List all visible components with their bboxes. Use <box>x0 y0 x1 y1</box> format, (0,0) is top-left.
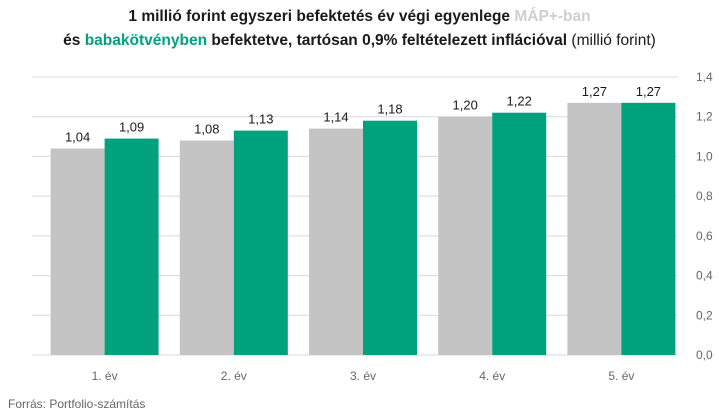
bar-mapp <box>438 116 493 355</box>
x-tick-label: 2. év <box>221 369 247 383</box>
data-label: 1,22 <box>507 94 532 109</box>
bar-baba <box>621 102 676 355</box>
title-mapp-highlight: MÁP+-ban <box>514 8 591 25</box>
title-line-2: és babakötvényben befektetve, tartósan 0… <box>0 29 719 53</box>
bar-baba <box>492 112 547 355</box>
x-tick-label: 5. év <box>608 369 634 383</box>
x-tick-label: 4. év <box>479 369 505 383</box>
data-label: 1,14 <box>323 110 348 125</box>
title-baba-highlight: babakötvényben <box>84 32 208 49</box>
data-label: 1,04 <box>65 129 90 144</box>
bar-baba <box>104 138 159 355</box>
y-tick-label: 1,2 <box>696 110 713 124</box>
title-line2-prefix: és <box>63 32 85 49</box>
data-label: 1,27 <box>582 84 607 99</box>
x-tick-label: 1. év <box>92 369 118 383</box>
y-tick-label: 0,0 <box>696 348 713 362</box>
y-tick-label: 1,4 <box>696 70 713 84</box>
y-tick-label: 0,6 <box>696 229 713 243</box>
data-label: 1,27 <box>636 84 661 99</box>
chart-title: 1 millió forint egyszeri befektetés év v… <box>0 5 719 53</box>
data-label: 1,18 <box>377 102 402 117</box>
bar-baba <box>233 130 288 355</box>
x-tick-label: 3. év <box>350 369 376 383</box>
title-line1-prefix: 1 millió forint egyszeri befektetés év v… <box>128 8 515 25</box>
y-tick-label: 0,2 <box>696 308 713 322</box>
y-tick-label: 0,4 <box>696 269 713 283</box>
source-note: Forrás: Portfolio-számítás <box>8 397 146 411</box>
data-label: 1,08 <box>194 122 219 137</box>
data-label: 1,09 <box>119 120 144 135</box>
title-line-1: 1 millió forint egyszeri befektetés év v… <box>0 5 719 29</box>
bar-mapp <box>50 148 105 355</box>
bar-mapp <box>179 140 234 355</box>
data-label: 1,13 <box>248 112 273 127</box>
title-line2-middle: befektetve, tartósan 0,9% feltételezett … <box>207 32 572 49</box>
bar-mapp <box>309 128 363 355</box>
y-tick-label: 1,0 <box>696 149 713 163</box>
data-label: 1,20 <box>453 98 478 113</box>
bar-baba <box>363 120 417 355</box>
bar-mapp <box>567 102 622 355</box>
y-tick-label: 0,8 <box>696 189 713 203</box>
title-unit: (millió forint) <box>571 32 656 49</box>
